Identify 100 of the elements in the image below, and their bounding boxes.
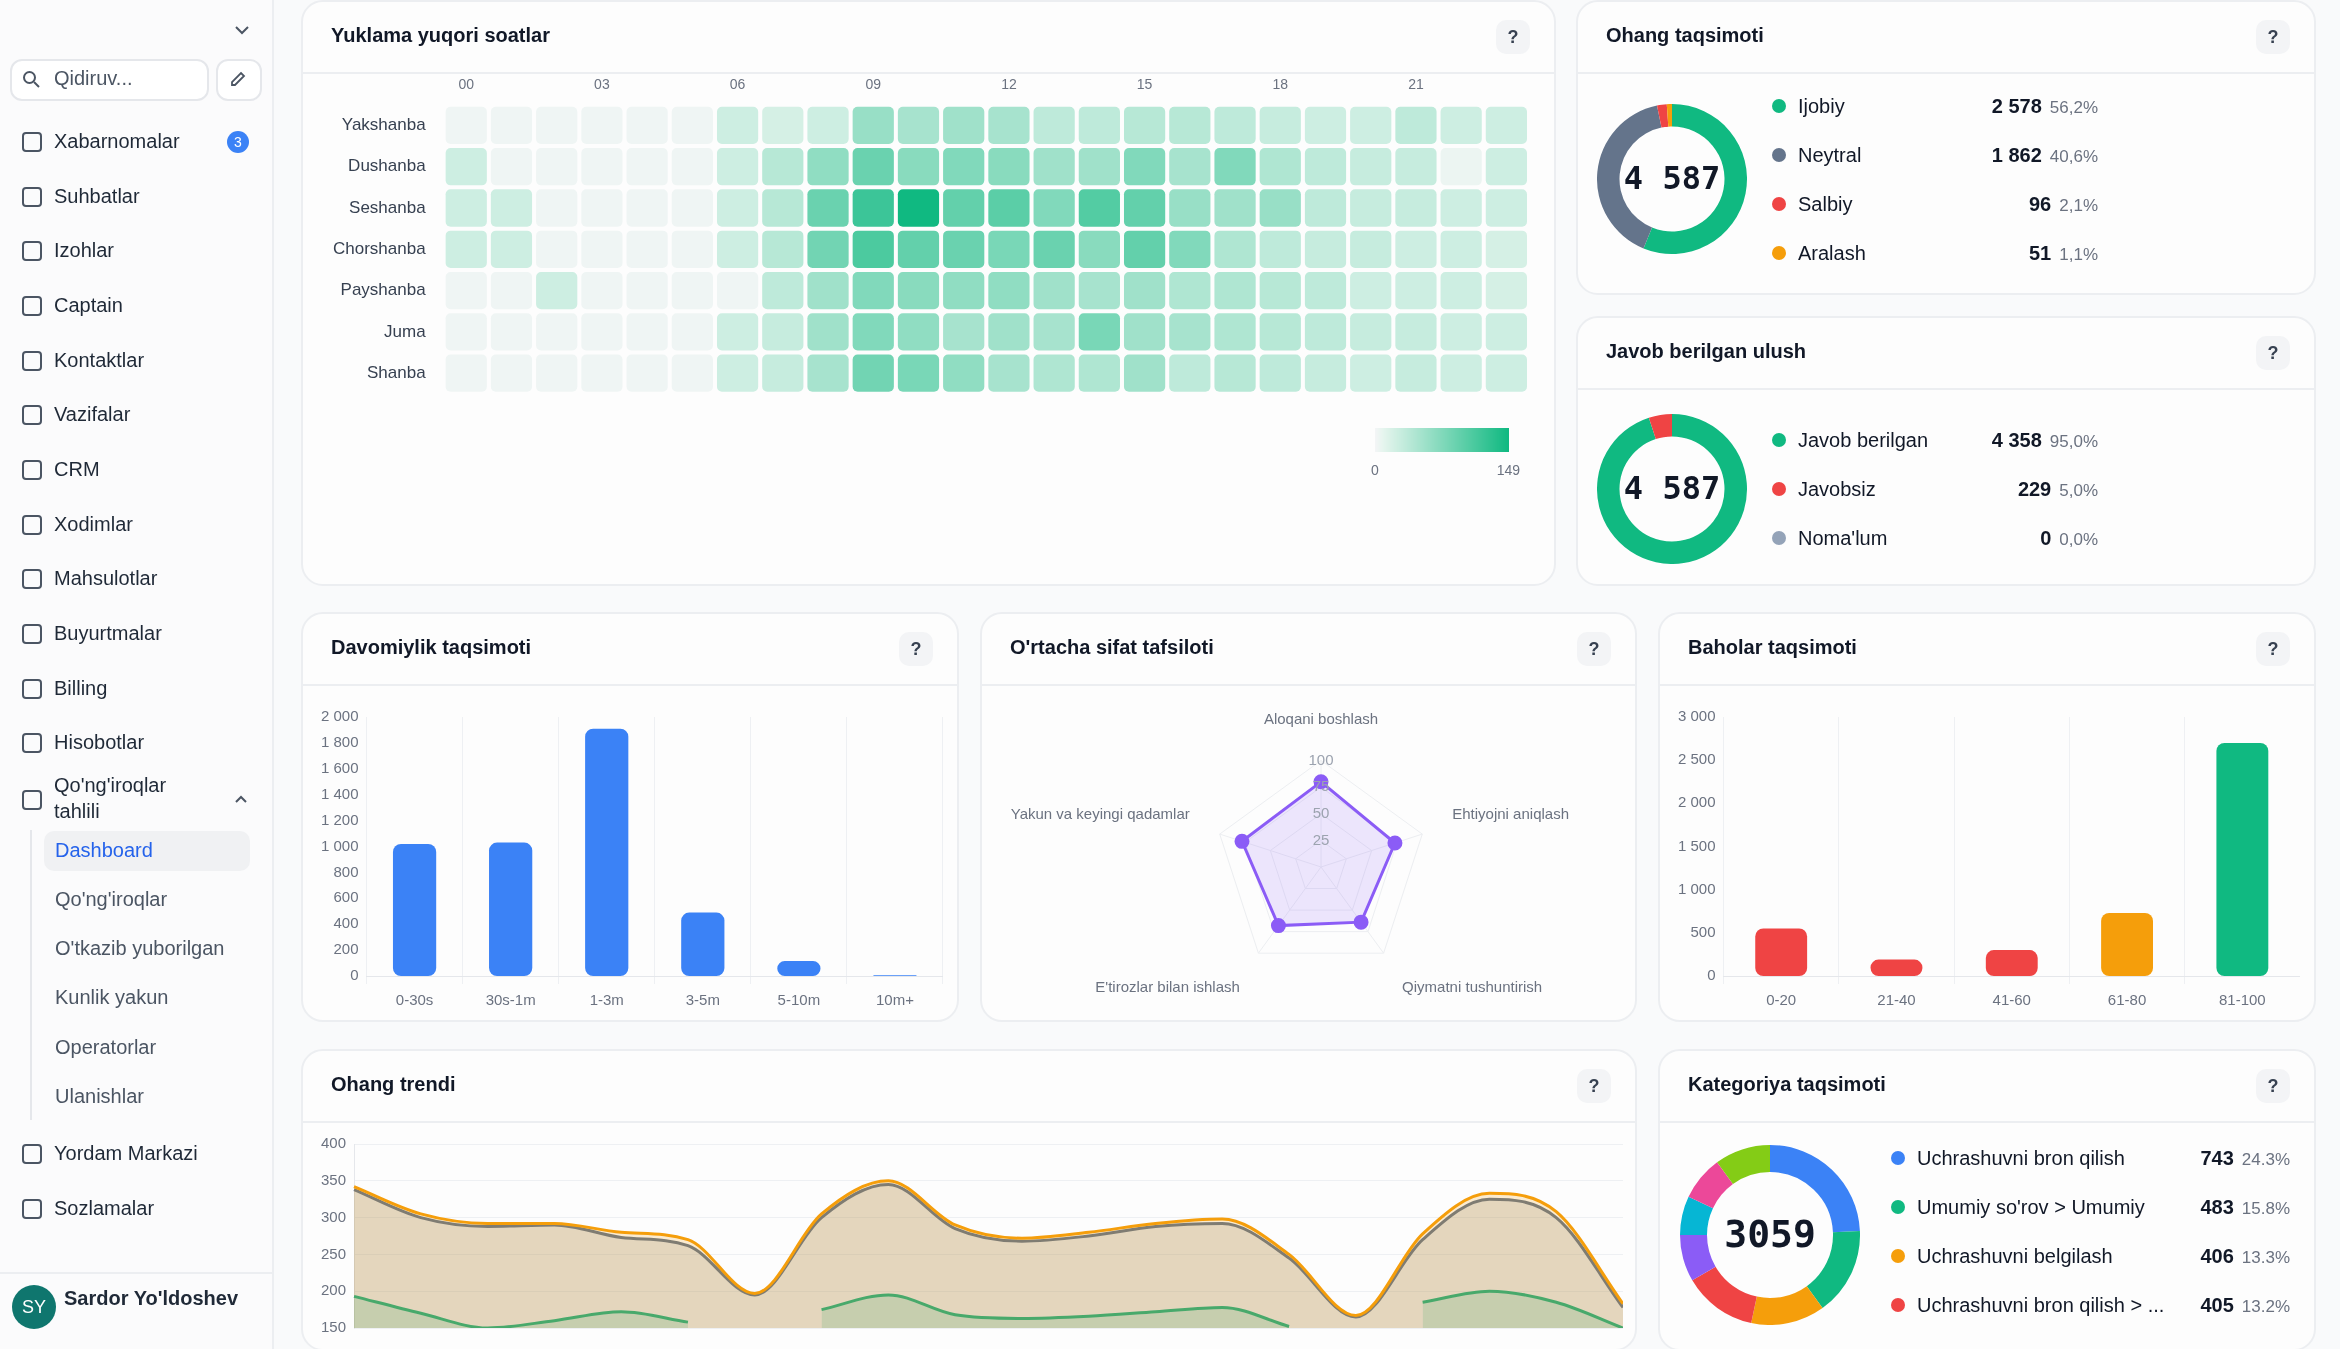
x-tick-label: 3-5m bbox=[685, 991, 720, 1009]
text: ? bbox=[2256, 20, 2290, 54]
bar bbox=[392, 843, 437, 976]
y-tick-label: Payshanba bbox=[340, 280, 427, 300]
x-tick-label: 10m+ bbox=[875, 991, 915, 1009]
text: Hisobotlar bbox=[54, 731, 145, 754]
y-tick-label: Seshanba bbox=[349, 197, 427, 217]
x-tick-label: 81-100 bbox=[2218, 991, 2266, 1009]
y-tick-label: 0 bbox=[350, 966, 359, 984]
y-tick-label: 1 600 bbox=[320, 758, 359, 776]
y-tick-label: 2 500 bbox=[1677, 750, 1716, 768]
text: CRM bbox=[54, 458, 100, 481]
legend-label: Uchrashuvni bron qilish bbox=[1917, 1146, 2125, 1171]
y-tick-label: 100 bbox=[1308, 750, 1334, 768]
data-label: 4 358 95,0% bbox=[1991, 429, 2098, 451]
chart-title: O'rtacha sifat tafsiloti bbox=[1010, 636, 1214, 659]
text: Billing bbox=[54, 677, 108, 700]
x-tick-label: 30s-1m bbox=[485, 991, 536, 1009]
y-tick-label: 1 500 bbox=[1677, 836, 1716, 854]
text: 3059 bbox=[1724, 1211, 1816, 1256]
text: Dashboard bbox=[55, 839, 153, 862]
y-tick-label: 150 bbox=[321, 1318, 347, 1336]
chart-title: Ohang trendi bbox=[331, 1073, 456, 1096]
text: Qo'ng'iroqlar bbox=[55, 888, 168, 911]
spoke-label: E'tirozlar bilan ishlash bbox=[1095, 977, 1240, 995]
chart-title: Javob berilgan ulush bbox=[1606, 340, 1807, 363]
legend-label: Ijobiy bbox=[1798, 93, 1845, 119]
text: Kategoriya taqsimoti bbox=[1688, 1073, 1886, 1096]
chart-title: Yuklama yuqori soatlar bbox=[331, 24, 550, 47]
chart-title: Davomiylik taqsimoti bbox=[331, 636, 532, 659]
y-tick-label: 3 000 bbox=[1677, 707, 1716, 725]
text: Sozlamalar bbox=[54, 1197, 155, 1220]
text: Buyurtmalar bbox=[54, 622, 162, 645]
bar bbox=[1985, 950, 2038, 976]
x-tick-label: 0-20 bbox=[1766, 991, 1797, 1009]
data-label: 51 1,1% bbox=[2029, 241, 2098, 264]
y-tick-label: 2 000 bbox=[320, 707, 359, 725]
bar bbox=[2216, 742, 2269, 976]
x-tick-label: 61-80 bbox=[2107, 991, 2147, 1009]
bar bbox=[1755, 928, 1808, 976]
y-tick-label: 800 bbox=[333, 862, 359, 880]
y-tick-label: 0 bbox=[1707, 966, 1716, 984]
legend-label: Neytral bbox=[1798, 142, 1862, 168]
legend-label: Uchrashuvni belgilash bbox=[1917, 1244, 2113, 1269]
x-tick-label: 18 bbox=[1272, 76, 1289, 93]
text: Captain bbox=[54, 294, 123, 317]
text: Izohlar bbox=[54, 239, 115, 262]
x-tick-label: 41-60 bbox=[1992, 991, 2031, 1009]
text: O'tkazib yuborilgan bbox=[55, 937, 225, 960]
y-tick-label: 200 bbox=[333, 940, 359, 958]
bar bbox=[489, 842, 533, 976]
y-tick-label: 200 bbox=[321, 1281, 347, 1299]
data-label: 406 13.3% bbox=[2200, 1245, 2290, 1267]
y-tick-label: 400 bbox=[333, 914, 359, 932]
data-label: 96 2,1% bbox=[2029, 192, 2098, 215]
x-tick-label: 1-3m bbox=[589, 991, 624, 1009]
data-label: 1 862 40,6% bbox=[1991, 143, 2098, 166]
data-label: 2 578 56,2% bbox=[1991, 94, 2098, 117]
spoke-label: Ehtiyojni aniqlash bbox=[1452, 805, 1569, 823]
y-tick-label: Yakshanba bbox=[341, 115, 427, 135]
x-tick-label: 12 bbox=[1001, 76, 1017, 93]
y-tick-label: 1 200 bbox=[320, 810, 359, 828]
text: Yordam Markazi bbox=[54, 1142, 198, 1165]
text: Vazifalar bbox=[54, 403, 131, 426]
text: 0 0,0% bbox=[2040, 527, 2098, 549]
text: Ulanishlar bbox=[55, 1085, 144, 1108]
y-tick-label: 1 800 bbox=[320, 733, 359, 751]
y-tick-label: 500 bbox=[1690, 922, 1716, 940]
legend-label: Javobsiz bbox=[1798, 477, 1876, 502]
text: Operatorlar bbox=[55, 1036, 157, 1059]
legend-label: Noma'lum bbox=[1798, 526, 1888, 551]
y-tick-label: 400 bbox=[321, 1134, 347, 1152]
text: ? bbox=[1496, 20, 1530, 54]
x-tick-label: 00 bbox=[458, 76, 475, 93]
y-tick-label: 2 000 bbox=[1677, 793, 1716, 811]
text: ? bbox=[2256, 336, 2290, 370]
legend-label: Javob berilgan bbox=[1798, 428, 1929, 453]
y-tick-label: 1 000 bbox=[320, 836, 359, 854]
y-tick-label: Chorshanba bbox=[333, 238, 427, 258]
y-tick-label: 250 bbox=[321, 1244, 347, 1262]
y-tick-label: Dushanba bbox=[348, 156, 427, 176]
y-tick-label: 1 400 bbox=[320, 784, 359, 802]
text: 4 587 bbox=[1623, 159, 1721, 198]
bar bbox=[2101, 912, 2153, 976]
chart-title: Baholar taqsimoti bbox=[1688, 636, 1857, 659]
text: SY bbox=[12, 1285, 56, 1329]
y-tick-label: Shanba bbox=[367, 362, 427, 382]
legend-label: Uchrashuvni bron qilish > ... bbox=[1917, 1293, 2165, 1318]
text: ? bbox=[899, 632, 933, 666]
spoke-label: Yakun va keyingi qadamlar bbox=[1010, 805, 1190, 823]
data-label: 229 5,0% bbox=[2017, 478, 2098, 500]
y-tick-label: 600 bbox=[333, 888, 359, 906]
x-tick-label: 5-10m bbox=[777, 991, 821, 1009]
y-tick-label: 300 bbox=[321, 1207, 347, 1225]
data-label: 743 24.3% bbox=[2200, 1147, 2290, 1169]
text: ? bbox=[1577, 632, 1611, 666]
text: 3 bbox=[227, 131, 249, 153]
x-tick-label: 0-30s bbox=[395, 991, 434, 1009]
x-tick-label: 21-40 bbox=[1877, 991, 1916, 1009]
text: Qo'ng'iroqlar tahlili bbox=[54, 773, 168, 824]
